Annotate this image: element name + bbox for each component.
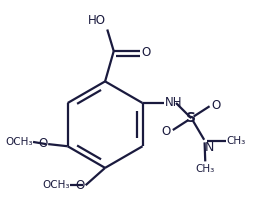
Text: OCH₃: OCH₃	[5, 137, 32, 147]
Text: CH₃: CH₃	[227, 136, 246, 146]
Text: N: N	[205, 141, 215, 154]
Text: S: S	[186, 111, 196, 125]
Text: O: O	[142, 46, 151, 59]
Text: O: O	[76, 179, 85, 192]
Text: NH: NH	[165, 96, 183, 109]
Text: O: O	[38, 137, 48, 150]
Text: HO: HO	[88, 14, 106, 27]
Text: OCH₃: OCH₃	[42, 180, 70, 190]
Text: O: O	[212, 99, 221, 112]
Text: O: O	[161, 125, 171, 138]
Text: CH₃: CH₃	[196, 164, 215, 173]
